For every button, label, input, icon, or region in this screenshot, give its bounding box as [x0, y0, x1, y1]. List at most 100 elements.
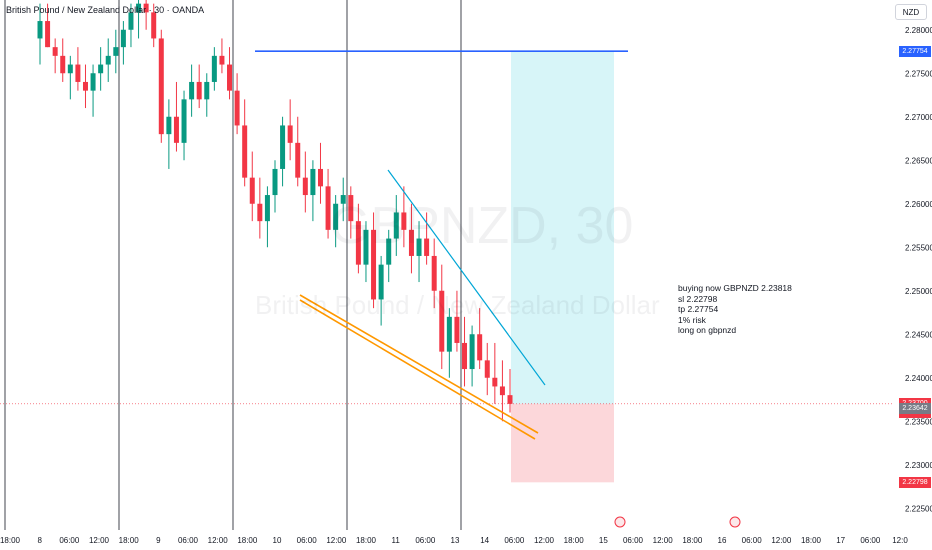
x-axis-tick-label: 06:00 — [178, 536, 199, 545]
x-axis-tick-label: 12:00 — [326, 536, 347, 545]
candle-body — [439, 290, 445, 352]
candle-body — [120, 29, 126, 48]
x-axis-tick-label: 06:00 — [860, 536, 881, 545]
candle-body — [128, 12, 134, 30]
candle-body — [302, 177, 308, 196]
y-axis-tick-label: 2.23500 — [905, 417, 932, 426]
x-axis-tick-label: 18:00 — [0, 536, 21, 545]
x-axis-tick-label: 06:00 — [623, 536, 644, 545]
x-axis-tick-label: 18:00 — [682, 536, 703, 545]
candle-body — [67, 64, 73, 74]
symbol-watermark: GBPNZD, 30 — [330, 197, 634, 255]
candle-body — [431, 255, 437, 291]
candle-body — [90, 73, 96, 91]
candle-body — [98, 64, 104, 74]
candle-body — [484, 360, 490, 378]
candle-body — [295, 142, 301, 178]
candle-body — [386, 238, 392, 265]
candle-body — [219, 55, 225, 65]
price-tag: 2.23642 — [899, 403, 931, 415]
x-axis-tick-label: 12:00 — [208, 536, 229, 545]
take-profit-zone — [511, 51, 614, 404]
price-tag: 2.27754 — [899, 45, 931, 57]
candle-body — [166, 116, 172, 135]
y-axis-tick-label: 2.27000 — [905, 113, 932, 122]
event-icon — [614, 516, 626, 528]
x-axis-tick-label: 18:00 — [237, 536, 258, 545]
stop-loss-zone — [511, 403, 614, 483]
candle-body — [272, 168, 278, 196]
x-axis-tick-label: 17 — [836, 536, 845, 545]
event-icon — [729, 516, 741, 528]
candle-body — [151, 12, 157, 39]
candle-body — [280, 125, 286, 169]
candle-body — [60, 55, 66, 74]
channel-lower-line — [299, 299, 536, 440]
candle-body — [393, 212, 399, 239]
x-axis-tick-label: 06:00 — [59, 536, 80, 545]
y-axis-tick-label: 2.22500 — [905, 504, 932, 513]
candle-body — [143, 3, 149, 13]
candle-body — [424, 238, 430, 256]
candle-body — [37, 21, 43, 39]
x-axis-tick-label: 8 — [37, 536, 42, 545]
candle-body — [317, 168, 323, 187]
x-axis-tick-label: 11 — [392, 536, 401, 545]
x-axis-tick-label: 14 — [480, 536, 489, 545]
candle-body — [189, 81, 195, 100]
falling-trendline — [387, 169, 546, 386]
candle-body — [340, 195, 346, 204]
y-axis-tick-label: 2.26000 — [905, 200, 932, 209]
candle-body — [378, 264, 384, 300]
candle-body — [355, 221, 361, 265]
candle-body — [105, 55, 111, 65]
candle-body — [45, 21, 51, 48]
x-axis-tick-label: 18:00 — [801, 536, 822, 545]
candle-body — [249, 177, 255, 204]
x-axis-tick-label: 13 — [451, 536, 460, 545]
candle-body — [363, 229, 369, 265]
y-axis-tick-label: 2.23000 — [905, 461, 932, 470]
candle-body — [416, 238, 422, 256]
y-axis-tick-label: 2.27500 — [905, 69, 932, 78]
candle-body — [333, 203, 339, 230]
candle-body — [499, 386, 505, 396]
candle-body — [82, 81, 88, 91]
x-axis-tick-label: 06:00 — [504, 536, 525, 545]
candle-body — [287, 125, 293, 143]
candle-body — [234, 90, 240, 126]
candle-body — [446, 316, 452, 352]
y-axis-tick-label: 2.24000 — [905, 374, 932, 383]
x-axis-tick-label: 12:00 — [534, 536, 555, 545]
candle-body — [173, 116, 179, 143]
x-axis-tick-label: 10 — [273, 536, 282, 545]
x-axis-tick-label: 06:00 — [297, 536, 318, 545]
candle-body — [196, 81, 202, 100]
candle-body — [158, 38, 164, 135]
x-axis-tick-label: 12:00 — [653, 536, 674, 545]
candle-body — [401, 212, 407, 230]
channel-upper-line — [299, 294, 539, 434]
x-axis-tick-label: 18:00 — [564, 536, 585, 545]
candle-body — [371, 229, 377, 300]
x-axis-tick-label: 12:00 — [771, 536, 792, 545]
candle-body — [325, 186, 331, 230]
candle-body — [257, 203, 263, 222]
chart-title: British Pound / New Zealand Dollar · 30 … — [6, 5, 205, 15]
candle-body — [462, 342, 468, 370]
y-axis-tick-label: 2.24500 — [905, 330, 932, 339]
candle-body — [408, 229, 414, 256]
y-axis-tick-label: 2.25000 — [905, 287, 932, 296]
x-axis-tick-label: 06:00 — [415, 536, 436, 545]
candle-body — [181, 99, 187, 143]
candle-body — [113, 47, 119, 56]
candle-body — [492, 377, 498, 387]
candle-body — [75, 64, 81, 82]
currency-button[interactable]: NZD — [895, 4, 927, 20]
candle-body — [242, 125, 248, 178]
candle-body — [227, 64, 233, 91]
candle-body — [469, 334, 475, 370]
x-axis-tick-label: 9 — [156, 536, 161, 545]
x-axis-tick-label: 16 — [718, 536, 727, 545]
